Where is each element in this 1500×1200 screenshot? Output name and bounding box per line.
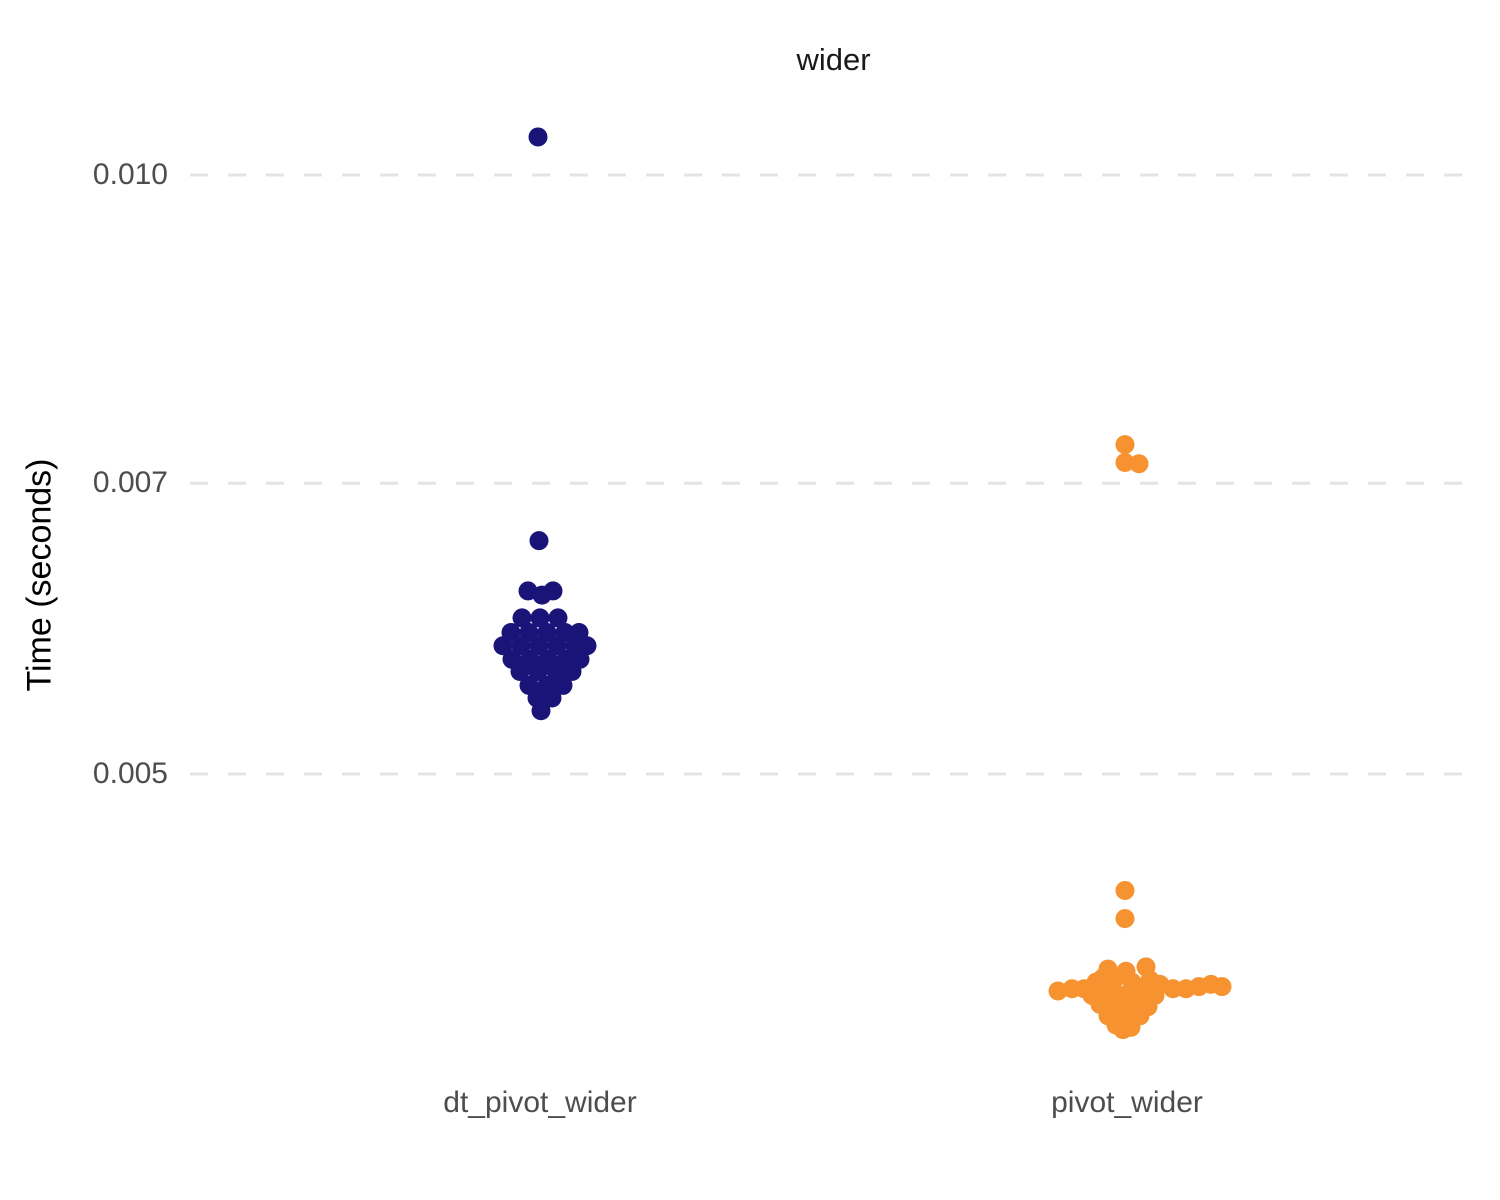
data-point <box>1212 977 1232 997</box>
y-tick-label: 0.005 <box>92 757 168 791</box>
data-point <box>1115 880 1135 900</box>
series-group <box>493 127 1232 1040</box>
data-point <box>548 608 568 628</box>
gridlines-group <box>190 173 1477 776</box>
data-point <box>528 127 548 147</box>
plot-title: wider <box>796 42 871 77</box>
data-point <box>553 675 573 695</box>
y-axis-title: Time (seconds) <box>20 458 59 692</box>
data-point <box>529 531 549 551</box>
y-tick-label: 0.007 <box>92 466 168 500</box>
data-point <box>530 608 550 628</box>
data-point <box>528 661 548 681</box>
data-point <box>1176 979 1196 999</box>
data-point <box>1113 1020 1133 1040</box>
data-point <box>512 608 532 628</box>
data-point <box>543 581 563 601</box>
series-dt_pivot_wider <box>493 127 597 721</box>
data-point <box>1129 454 1149 474</box>
data-point <box>1115 453 1135 473</box>
x-category-label-pivot_wider: pivot_wider <box>1051 1086 1203 1119</box>
x-category-label-dt_pivot_wider: dt_pivot_wider <box>443 1086 637 1119</box>
series-pivot_wider <box>1048 435 1232 1040</box>
data-point <box>547 636 567 656</box>
data-point <box>493 636 513 656</box>
data-point <box>1115 435 1135 455</box>
y-tick-label: 0.010 <box>92 158 168 191</box>
data-point <box>542 688 562 708</box>
data-point <box>1062 979 1082 999</box>
data-point <box>1115 909 1135 929</box>
data-point <box>531 701 551 721</box>
data-point <box>1163 979 1183 999</box>
data-point <box>1048 981 1068 1001</box>
data-point <box>529 636 549 656</box>
data-point <box>510 661 530 681</box>
data-point <box>511 636 531 656</box>
data-point <box>562 661 582 681</box>
